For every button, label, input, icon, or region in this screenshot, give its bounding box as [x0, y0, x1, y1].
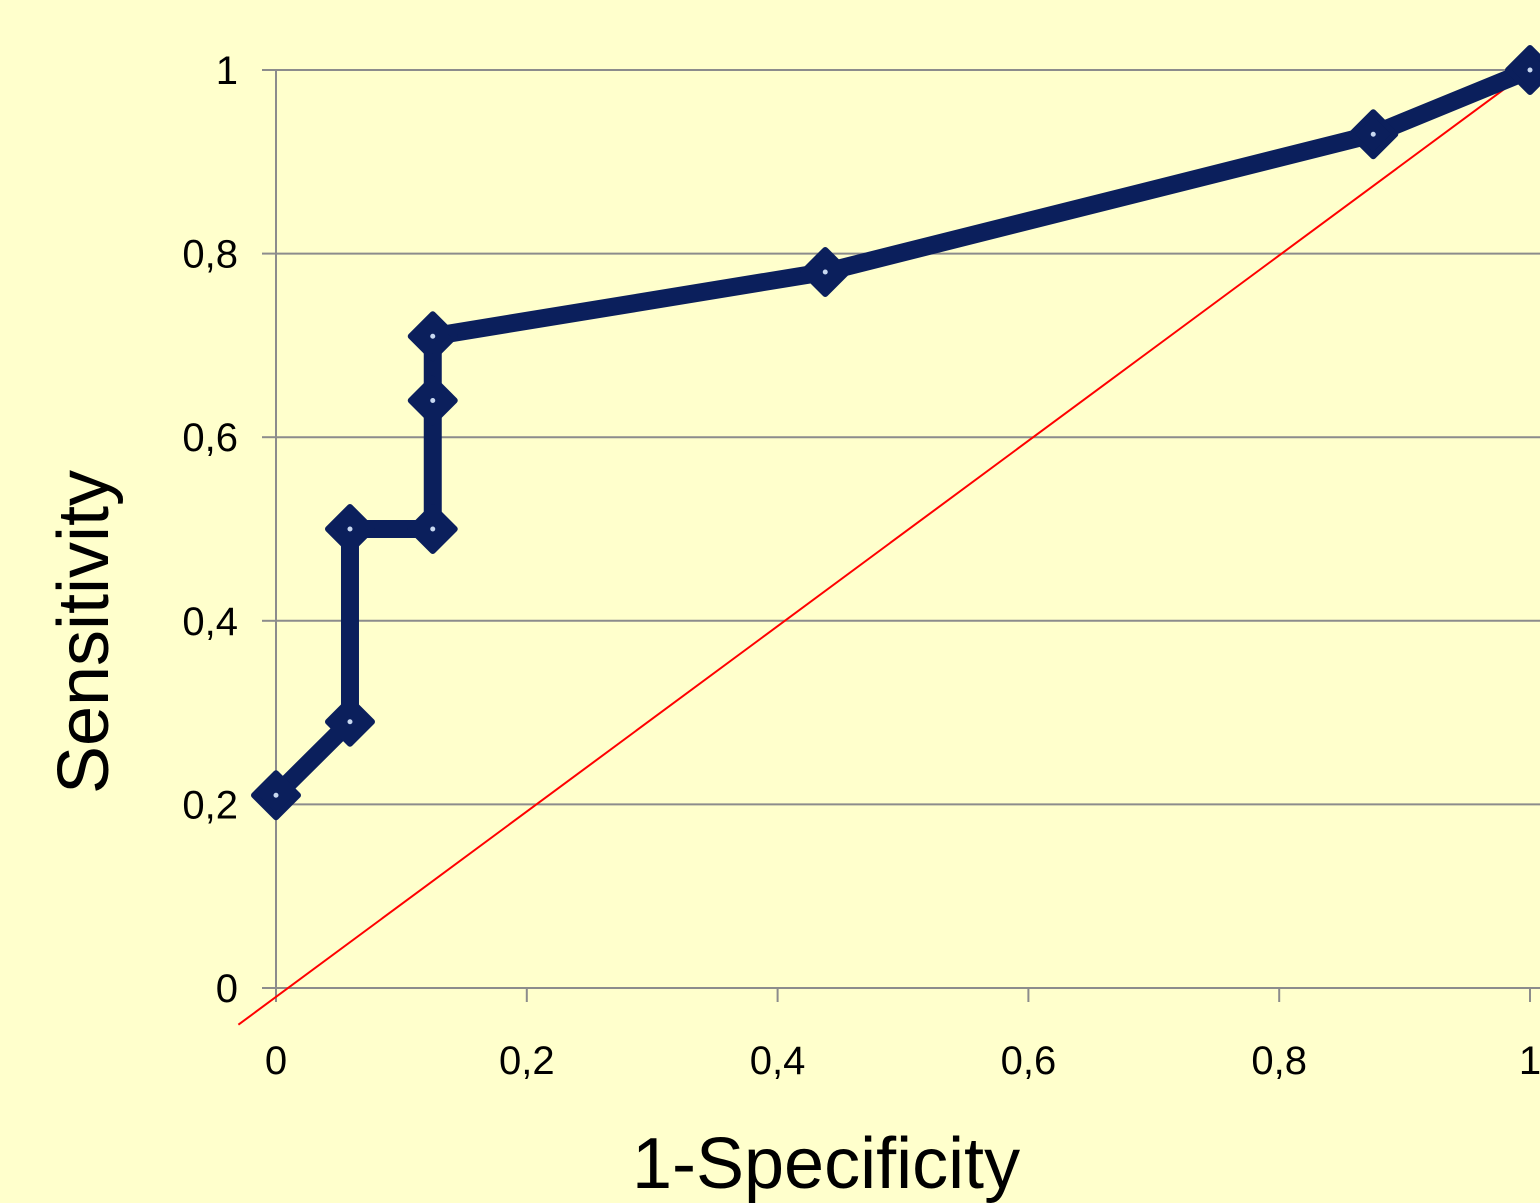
reference-line [237, 69, 1531, 1026]
x-tick-label: 0,2 [499, 1039, 555, 1083]
roc-point-center [273, 792, 279, 798]
x-axis-title: 1-Specificity [632, 1124, 1020, 1203]
x-tick-label: 0,4 [750, 1039, 806, 1083]
y-axis-title: Sensitivity [44, 470, 124, 794]
roc-point-center [430, 333, 436, 339]
roc-point-center [1370, 131, 1376, 137]
y-tick-label: 0 [216, 967, 238, 1011]
axes [262, 69, 1540, 1002]
roc-point [1505, 45, 1540, 95]
roc-point-center [347, 526, 353, 532]
y-tick-label: 0,6 [182, 416, 238, 460]
y-tick-label: 1 [216, 49, 238, 93]
x-tick-labels: 0 0,2 0,4 0,6 0,8 1 [265, 1039, 1540, 1083]
y-tick-label: 0,4 [182, 600, 238, 644]
roc-point-center [822, 269, 828, 275]
x-tick-label: 0,6 [1001, 1039, 1057, 1083]
roc-point-center [430, 397, 436, 403]
roc-point-center [430, 526, 436, 532]
x-tick-label: 0 [265, 1039, 287, 1083]
y-tick-label: 0,8 [182, 233, 238, 277]
x-tick-label: 0,8 [1251, 1039, 1307, 1083]
roc-point-center [347, 719, 353, 725]
y-tick-label: 0,2 [182, 783, 238, 827]
y-tick-labels: 0 0,2 0,4 0,6 0,8 1 [182, 49, 238, 1011]
reference-diagonal [237, 69, 1531, 1026]
roc-series [251, 45, 1540, 821]
roc-point-center [1527, 67, 1533, 73]
x-tick-label: 1 [1519, 1039, 1540, 1083]
